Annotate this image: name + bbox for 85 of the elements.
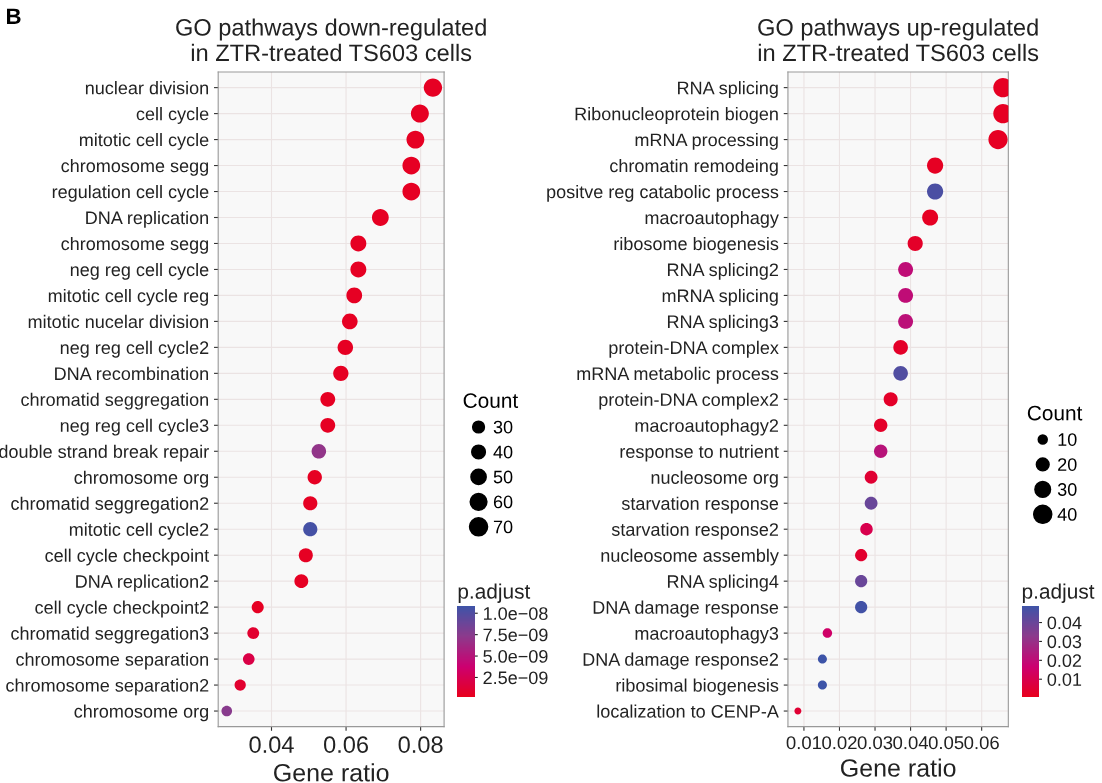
color-bar-label: 0.01: [1047, 673, 1082, 686]
x-tick-label: 0.08: [398, 736, 443, 753]
legend-label: 30: [493, 420, 513, 434]
y-tick-label: DNA recombination: [55, 366, 208, 381]
y-tick-label: mitotic cell cycle2: [69, 522, 209, 540]
y-tick-label: protein-DNA complex: [609, 340, 779, 358]
legend-label: 40: [493, 445, 513, 459]
y-tick-label: cell cycle checkpoint: [45, 548, 210, 566]
y-tick-label: macroautophagy2: [635, 418, 779, 436]
y-tick-label: neg reg cell cycle3: [60, 418, 209, 436]
x-axis-title: Gene ratio: [274, 763, 389, 782]
y-tick-label: mRNA splicing: [662, 288, 778, 306]
color-bar-label: 5.0e−09: [483, 649, 548, 663]
y-tick-label: mitotic cell cycle reg: [48, 288, 209, 306]
x-tick-label: 0.02: [822, 736, 857, 750]
chart-title: GO pathways down-regulated in ZTR-treated TS603 cells: [176, 18, 486, 62]
x-tick-label: 0.06: [324, 736, 368, 753]
y-tick-label: chromatid seggregation2: [11, 496, 209, 514]
color-bar-label: 7.5e−09: [483, 628, 548, 642]
y-tick-label: macroautophagy: [645, 210, 779, 228]
y-tick-label: RNA splicing: [678, 81, 778, 98]
chart-title: GO pathways up-regulated in ZTR-treated TS603 cells: [758, 18, 1039, 62]
y-tick-label: cell cycle checkpoint2: [35, 600, 209, 618]
y-tick-label: chromosome separation: [16, 652, 209, 670]
color-bar-title: p.adjust: [458, 583, 531, 603]
y-tick-label: nuclear division: [85, 81, 208, 95]
color-bar-title: p.adjust: [1022, 583, 1095, 603]
y-tick-label: starvation response: [621, 496, 779, 514]
legend-label: 60: [493, 495, 513, 509]
y-tick-label: chromosome org: [74, 470, 209, 488]
y-tick-label: ribosimal biogenesis: [616, 678, 779, 696]
x-axis-title: Gene ratio: [841, 758, 956, 777]
y-tick-label: starvation response2: [611, 522, 779, 540]
x-tick-label: 0.05: [928, 736, 964, 750]
y-tick-label: chromosome segg: [61, 236, 209, 254]
y-tick-label: chromatin remodeing: [610, 159, 778, 176]
color-bar-label: 0.03: [1047, 635, 1082, 649]
y-tick-label: cell cycle: [136, 107, 209, 124]
y-tick-label: mitotic nucelar division: [28, 314, 209, 329]
y-tick-label: chromosome segg: [61, 159, 209, 176]
legend-title: Count: [463, 393, 519, 408]
y-tick-label: protein-DNA complex2: [599, 392, 778, 410]
y-tick-label: nucleosome assembly: [601, 548, 779, 566]
legend-label: 20: [1058, 458, 1077, 471]
y-tick-label: mRNA metabolic process: [577, 366, 779, 384]
y-tick-label: macroautophagy3: [635, 626, 779, 644]
y-tick-label: double strand break repair: [0, 444, 209, 462]
text: B: [7, 8, 21, 24]
y-tick-label: RNA splicing2: [667, 262, 778, 280]
y-tick-label: positve reg catabolic process: [547, 184, 779, 202]
legend-label: 30: [1057, 483, 1077, 496]
y-tick-label: chromatid seggregation3: [11, 626, 209, 644]
y-tick-label: Ribonucleoprotein biogen: [575, 107, 778, 124]
color-bar-label: 0.04: [1047, 616, 1082, 630]
y-tick-label: DNA replication: [86, 210, 208, 228]
legend-label: 10: [1058, 433, 1077, 446]
y-tick-label: chromatid seggregation: [21, 392, 209, 410]
y-tick-label: localization to CENP-A: [597, 704, 779, 718]
x-tick-label: 0.04: [249, 736, 294, 753]
y-tick-label: mRNA processing: [635, 133, 778, 150]
y-tick-label: response to nutrient: [620, 444, 779, 462]
y-tick-label: mitotic cell cycle: [79, 133, 209, 150]
y-tick-label: RNA splicing4: [667, 574, 779, 592]
y-tick-label: RNA splicing3: [667, 314, 779, 332]
color-bar-label: 0.02: [1047, 654, 1082, 668]
x-tick-label: 0.03: [857, 736, 893, 750]
y-tick-label: regulation cell cycle: [52, 184, 209, 202]
y-tick-label: DNA damage response: [593, 600, 779, 618]
y-tick-label: chromosome org: [74, 704, 209, 722]
y-tick-label: nucleosome org: [651, 470, 778, 488]
y-tick-label: chromosome separation2: [6, 678, 209, 696]
x-tick-label: 0.06: [964, 736, 999, 750]
y-tick-label: neg reg cell cycle2: [60, 340, 209, 358]
legend-label: 50: [493, 470, 513, 484]
x-tick-label: 0.04: [893, 736, 929, 750]
y-tick-label: DNA damage response2: [583, 652, 779, 670]
color-bar-label: 1.0e−08: [483, 607, 548, 620]
y-tick-label: DNA replication2: [76, 574, 209, 592]
x-tick-label: 0.01: [786, 736, 822, 750]
y-tick-label: neg reg cell cycle: [70, 262, 209, 280]
y-tick-label: ribosome biogenesis: [614, 236, 779, 254]
legend-label: 70: [493, 520, 513, 534]
legend-label: 40: [1057, 508, 1077, 521]
legend-title: Count: [1027, 405, 1083, 421]
color-bar-label: 2.5e−09: [483, 671, 548, 685]
